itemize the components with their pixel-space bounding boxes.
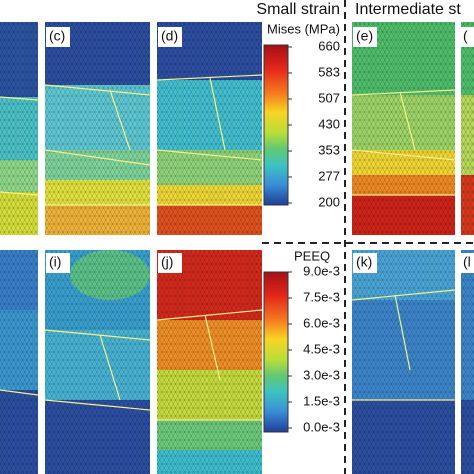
mesh-overlay [0, 22, 474, 474]
peeq-title: PEEQ [294, 248, 330, 263]
panel-label: (c) [49, 28, 65, 44]
colorbar-label: 200 [318, 194, 340, 209]
colorbar-label: 507 [318, 90, 340, 105]
panel-label-box [158, 27, 182, 47]
panel-label-box [353, 27, 377, 47]
colorbar-label: 430 [318, 116, 340, 131]
small-strain-title: Small strain [256, 1, 340, 18]
grain-boundaries [0, 74, 456, 421]
panel-label-box [46, 253, 70, 273]
panel-label: (j) [161, 254, 173, 270]
colorbar-label: 6.0e-3 [303, 315, 340, 330]
panel-label-box [460, 253, 474, 273]
colorbar-label: 353 [318, 142, 340, 157]
labels: (c) (d) (e) ( (i) (j) (k) (l 660 583 507 430 353 277 2… [46, 27, 474, 434]
colorbar-label: 3.0e-3 [303, 367, 340, 382]
panel-label-box [46, 27, 70, 47]
panel-label: ( [463, 28, 468, 44]
colorbar-label: 9.0e-3 [303, 263, 340, 278]
colorbar-label: 1.5e-3 [303, 393, 340, 408]
panel-label-box [460, 27, 474, 47]
panel-label-box [158, 253, 182, 273]
colorbar-label: 4.5e-3 [303, 341, 340, 356]
panel-label-box [353, 253, 377, 273]
panels [0, 22, 474, 474]
panel-label: (l [463, 254, 471, 270]
panel-label: (k) [356, 254, 372, 270]
colorbar-label: 0.0e-3 [303, 419, 340, 434]
colorbar-label: 277 [318, 168, 340, 183]
panel-label: (i) [49, 254, 61, 270]
colorbars [263, 44, 289, 433]
mises-title: Mises (MPa) [267, 21, 340, 36]
colorbar-label: 7.5e-3 [303, 289, 340, 304]
intermediate-strain-title: Intermediate st [355, 1, 461, 18]
panel-label: (e) [356, 28, 373, 44]
panel-label: (d) [161, 28, 178, 44]
peeq-colorbar [263, 271, 289, 433]
colorbar-label: 583 [318, 64, 340, 79]
mises-colorbar [263, 44, 289, 206]
colorbar-label: 660 [318, 38, 340, 53]
